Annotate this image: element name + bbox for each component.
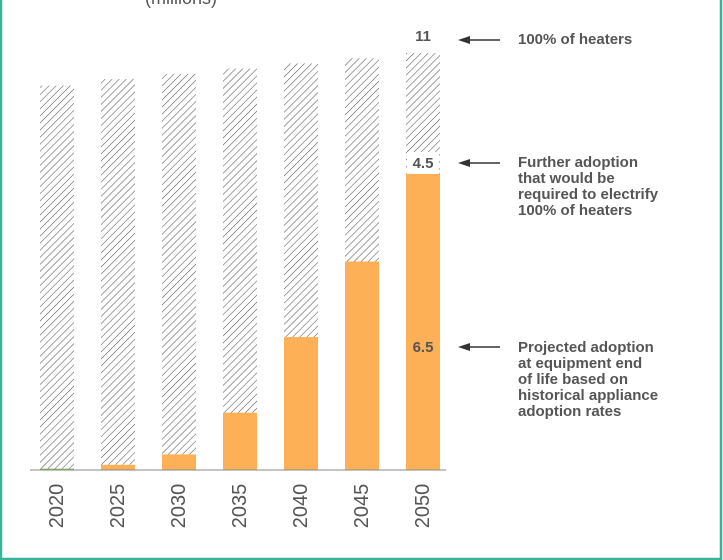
bar-adopted-2035 — [223, 412, 257, 470]
annotation-adopted-line-1: Projected adoption — [518, 339, 654, 356]
bar-remaining-2030 — [162, 73, 196, 455]
arrow-remaining-head — [458, 159, 470, 167]
x-tick-label-2040: 2040 — [290, 484, 312, 529]
x-tick-label-2035: 2035 — [229, 484, 251, 529]
x-tick-label-2045: 2045 — [351, 484, 373, 529]
x-tick-label-2020: 2020 — [46, 484, 68, 529]
x-tick-label-2025: 2025 — [107, 484, 129, 529]
bar-adopted-2020 — [40, 468, 74, 471]
annotation-remaining-line-4: 100% of heaters — [518, 202, 633, 219]
annotation-remaining-line-1: Further adoption — [518, 154, 638, 171]
bar-adopted-2030 — [162, 454, 196, 470]
annotation-remaining: Further adoption that would be required … — [518, 155, 658, 219]
annotation-remaining-line-3: required to electrify — [518, 186, 659, 203]
bar-adopted-2040 — [284, 337, 318, 470]
data-label-adopted: 6.5 — [413, 339, 434, 356]
bar-remaining-2020 — [40, 85, 74, 469]
arrow-adopted-head — [458, 343, 470, 351]
data-label-remaining-bg — [407, 152, 439, 174]
arrow-total-head — [458, 36, 470, 44]
annotation-total: 100% of heaters — [518, 32, 632, 48]
bar-remaining-2040 — [284, 63, 318, 338]
bar-remaining-2045 — [345, 58, 379, 262]
bar-adopted-2025 — [101, 464, 135, 470]
chart-title-fragment: (millions) — [145, 0, 217, 9]
annotation-adopted-line-4: historical appliance — [518, 387, 659, 404]
data-label-total: 11 — [415, 28, 431, 45]
annotation-remaining-line-2: that would be — [518, 170, 615, 187]
data-label-remaining: 4.5 — [413, 155, 434, 172]
bar-remaining-2035 — [223, 68, 257, 413]
x-tick-label-2030: 2030 — [168, 484, 190, 529]
annotation-adopted-line-5: adoption rates — [518, 403, 622, 420]
bar-adopted-2045 — [345, 261, 379, 470]
annotation-adopted-line-3: of life based on — [518, 371, 629, 388]
annotation-adopted-line-2: at equipment end — [518, 355, 643, 372]
annotation-adopted: Projected adoption at equipment end of l… — [518, 340, 658, 420]
x-tick-label-2050: 2050 — [412, 484, 434, 529]
annotation-total-line: 100% of heaters — [518, 31, 633, 48]
bar-adopted-2050 — [406, 172, 440, 470]
bar-remaining-2025 — [101, 79, 135, 465]
